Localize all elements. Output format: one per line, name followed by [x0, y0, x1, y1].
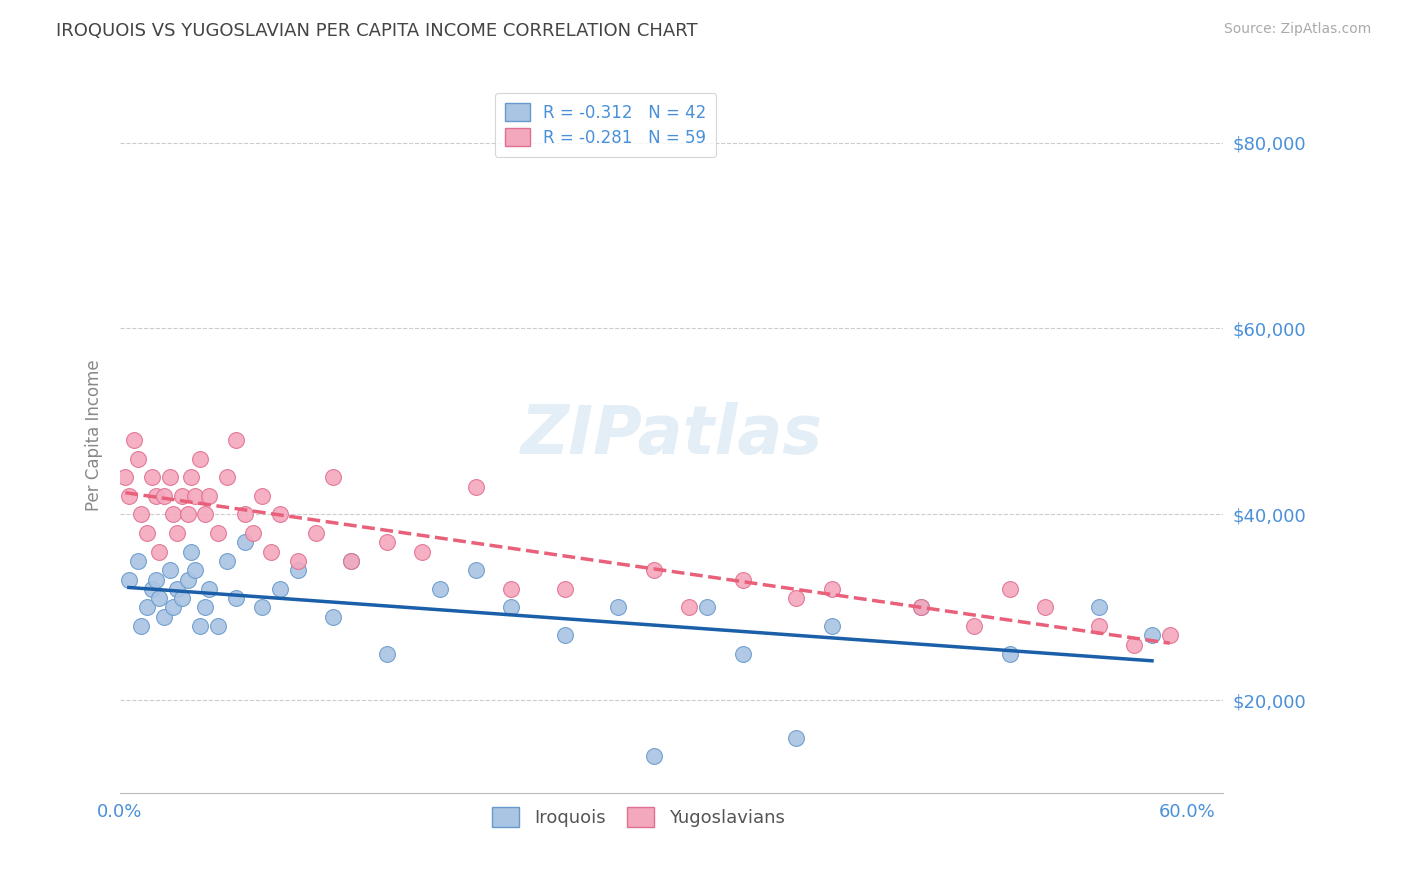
- Point: [153, 609, 176, 624]
- Point: [785, 591, 807, 606]
- Point: [162, 508, 184, 522]
- Point: [159, 470, 181, 484]
- Point: [287, 554, 309, 568]
- Point: [269, 508, 291, 522]
- Point: [998, 647, 1021, 661]
- Point: [464, 563, 486, 577]
- Point: [194, 508, 217, 522]
- Point: [501, 582, 523, 596]
- Point: [131, 619, 153, 633]
- Point: [411, 544, 433, 558]
- Point: [207, 619, 229, 633]
- Point: [242, 526, 264, 541]
- Point: [678, 600, 700, 615]
- Point: [188, 619, 211, 633]
- Point: [172, 489, 194, 503]
- Point: [821, 582, 844, 596]
- Point: [198, 582, 221, 596]
- Point: [375, 647, 398, 661]
- Point: [322, 470, 344, 484]
- Point: [166, 582, 188, 596]
- Point: [260, 544, 283, 558]
- Text: ZIPatlas: ZIPatlas: [520, 402, 823, 468]
- Point: [135, 526, 157, 541]
- Point: [215, 554, 238, 568]
- Point: [183, 489, 205, 503]
- Point: [145, 489, 167, 503]
- Point: [821, 619, 844, 633]
- Point: [153, 489, 176, 503]
- Point: [180, 544, 202, 558]
- Point: [207, 526, 229, 541]
- Point: [188, 451, 211, 466]
- Point: [1159, 628, 1181, 642]
- Point: [252, 600, 274, 615]
- Point: [429, 582, 451, 596]
- Point: [1140, 628, 1163, 642]
- Point: [1087, 619, 1109, 633]
- Point: [118, 573, 141, 587]
- Point: [1033, 600, 1056, 615]
- Point: [194, 600, 217, 615]
- Point: [963, 619, 986, 633]
- Point: [910, 600, 932, 615]
- Point: [643, 749, 665, 764]
- Text: Source: ZipAtlas.com: Source: ZipAtlas.com: [1223, 22, 1371, 37]
- Point: [731, 573, 754, 587]
- Point: [118, 489, 141, 503]
- Point: [305, 526, 328, 541]
- Point: [233, 535, 256, 549]
- Point: [176, 508, 198, 522]
- Point: [127, 451, 149, 466]
- Point: [215, 470, 238, 484]
- Point: [731, 647, 754, 661]
- Y-axis label: Per Capita Income: Per Capita Income: [86, 359, 103, 511]
- Point: [340, 554, 363, 568]
- Point: [180, 470, 202, 484]
- Point: [643, 563, 665, 577]
- Point: [162, 600, 184, 615]
- Legend: Iroquois, Yugoslavians: Iroquois, Yugoslavians: [485, 800, 792, 834]
- Point: [127, 554, 149, 568]
- Point: [198, 489, 221, 503]
- Point: [148, 544, 170, 558]
- Point: [135, 600, 157, 615]
- Text: IROQUOIS VS YUGOSLAVIAN PER CAPITA INCOME CORRELATION CHART: IROQUOIS VS YUGOSLAVIAN PER CAPITA INCOM…: [56, 22, 697, 40]
- Point: [1087, 600, 1109, 615]
- Point: [464, 479, 486, 493]
- Point: [998, 582, 1021, 596]
- Point: [122, 433, 145, 447]
- Point: [166, 526, 188, 541]
- Point: [287, 563, 309, 577]
- Point: [501, 600, 523, 615]
- Point: [785, 731, 807, 745]
- Point: [340, 554, 363, 568]
- Point: [554, 582, 576, 596]
- Point: [233, 508, 256, 522]
- Point: [148, 591, 170, 606]
- Point: [159, 563, 181, 577]
- Point: [225, 591, 247, 606]
- Point: [131, 508, 153, 522]
- Point: [554, 628, 576, 642]
- Point: [375, 535, 398, 549]
- Point: [1123, 638, 1146, 652]
- Point: [172, 591, 194, 606]
- Point: [322, 609, 344, 624]
- Point: [141, 470, 163, 484]
- Point: [696, 600, 718, 615]
- Point: [176, 573, 198, 587]
- Point: [910, 600, 932, 615]
- Point: [114, 470, 136, 484]
- Point: [252, 489, 274, 503]
- Point: [141, 582, 163, 596]
- Point: [269, 582, 291, 596]
- Point: [225, 433, 247, 447]
- Point: [145, 573, 167, 587]
- Point: [183, 563, 205, 577]
- Point: [607, 600, 630, 615]
